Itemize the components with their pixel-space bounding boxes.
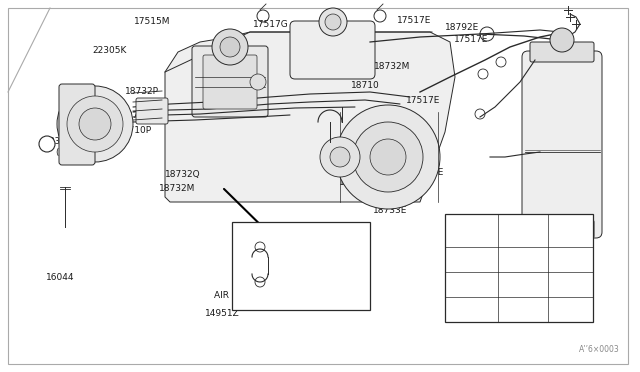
Circle shape xyxy=(370,139,406,175)
Text: ●●●: ●●● xyxy=(460,257,474,263)
Text: 18710Q: 18710Q xyxy=(333,164,369,173)
Text: ●●●: ●●● xyxy=(460,308,474,312)
Circle shape xyxy=(212,29,248,65)
FancyBboxPatch shape xyxy=(290,21,375,79)
FancyBboxPatch shape xyxy=(522,51,602,238)
Text: AIR CON: AIR CON xyxy=(214,291,252,300)
FancyBboxPatch shape xyxy=(203,55,257,109)
Circle shape xyxy=(79,108,111,140)
Text: ●●●: ●●● xyxy=(460,230,474,234)
FancyBboxPatch shape xyxy=(136,98,168,124)
Text: 14951Z: 14951Z xyxy=(339,178,374,187)
Text: 18710: 18710 xyxy=(351,81,380,90)
Bar xyxy=(232,222,370,310)
Circle shape xyxy=(57,86,133,162)
Circle shape xyxy=(320,137,360,177)
Polygon shape xyxy=(8,8,628,364)
Text: 17951E: 17951E xyxy=(372,189,407,198)
Text: 08363-62538: 08363-62538 xyxy=(45,137,101,146)
FancyBboxPatch shape xyxy=(530,220,594,238)
Circle shape xyxy=(250,74,266,90)
Circle shape xyxy=(550,28,574,52)
Text: 17517G: 17517G xyxy=(253,20,289,29)
Text: 18733E: 18733E xyxy=(372,206,407,215)
Circle shape xyxy=(336,105,440,209)
FancyBboxPatch shape xyxy=(530,42,594,62)
Text: 17517E: 17517E xyxy=(406,96,441,105)
Text: 14808: 14808 xyxy=(445,252,474,261)
Text: 14950: 14950 xyxy=(541,152,570,161)
Circle shape xyxy=(39,136,55,152)
Polygon shape xyxy=(165,32,455,202)
Text: (2): (2) xyxy=(55,148,67,157)
FancyBboxPatch shape xyxy=(192,46,268,117)
Text: 18732M: 18732M xyxy=(159,185,195,193)
Text: 14951Z: 14951Z xyxy=(205,309,239,318)
Text: 17517E: 17517E xyxy=(397,16,431,25)
Text: S: S xyxy=(45,141,49,147)
FancyBboxPatch shape xyxy=(59,84,95,165)
Text: 17951E: 17951E xyxy=(410,169,444,177)
Text: 22305K: 22305K xyxy=(93,46,127,55)
Circle shape xyxy=(353,122,423,192)
Text: 18732M: 18732M xyxy=(374,62,411,71)
Text: 18732P: 18732P xyxy=(125,87,159,96)
Text: 18712N: 18712N xyxy=(122,111,157,120)
Text: 17517E: 17517E xyxy=(191,87,225,96)
Text: 17517E: 17517E xyxy=(454,35,489,44)
Text: 16044: 16044 xyxy=(46,273,75,282)
Text: 17517G: 17517G xyxy=(307,55,343,64)
Text: 18710P: 18710P xyxy=(118,126,152,135)
Bar xyxy=(445,214,593,322)
Text: 18792E: 18792E xyxy=(445,23,479,32)
Text: 17517F: 17517F xyxy=(397,144,431,153)
Text: 17951E: 17951E xyxy=(288,223,323,232)
Text: 18732Q: 18732Q xyxy=(165,170,201,179)
Circle shape xyxy=(325,14,341,30)
Circle shape xyxy=(319,8,347,36)
Text: 17515M: 17515M xyxy=(134,17,171,26)
Text: A’’6×0003: A’’6×0003 xyxy=(579,345,620,354)
Circle shape xyxy=(330,147,350,167)
Text: ●●●: ●●● xyxy=(460,282,474,288)
Circle shape xyxy=(67,96,123,152)
Circle shape xyxy=(220,37,240,57)
